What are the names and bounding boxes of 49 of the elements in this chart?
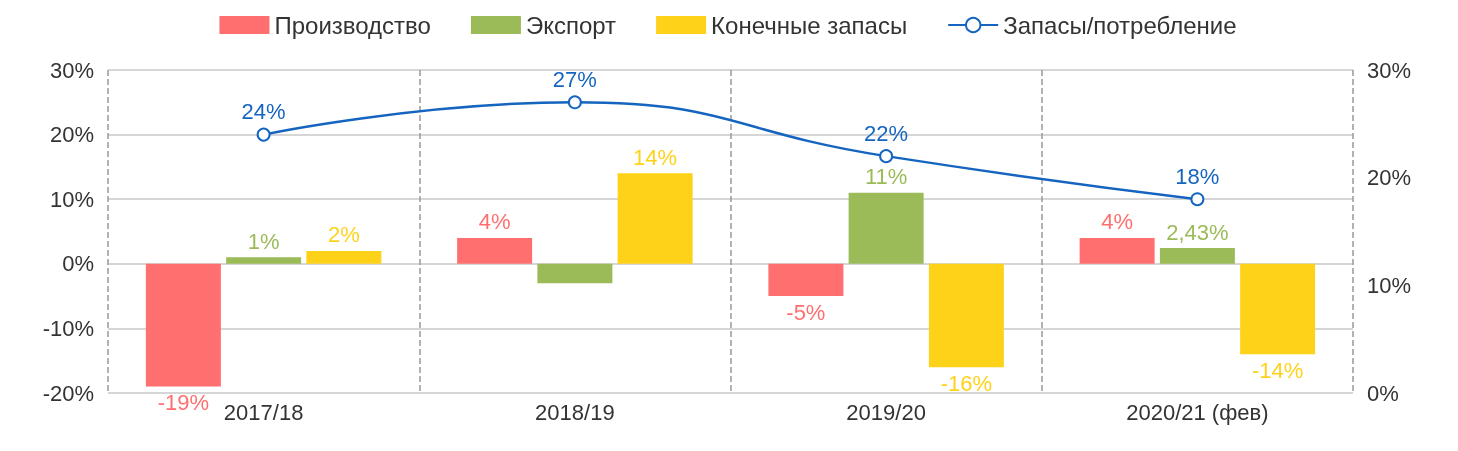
- legend-label: Производство: [274, 11, 431, 39]
- point: [879, 149, 894, 164]
- data-label: 2,43%: [1166, 219, 1229, 245]
- y-tick-label: -20%: [42, 380, 94, 406]
- legend-label: Запасы/потребление: [1003, 11, 1237, 39]
- bar: [928, 263, 1004, 368]
- data-label: 27%: [552, 66, 597, 92]
- data-label: 1%: [247, 228, 280, 254]
- y2-tick-label: 10%: [1367, 272, 1412, 298]
- y2-tick-label: 30%: [1367, 57, 1412, 83]
- bar: [226, 257, 302, 264]
- y-tick-label: 30%: [49, 57, 94, 83]
- data-label: -14%: [1251, 357, 1304, 383]
- point: [1190, 192, 1205, 207]
- y-tick-label: 0%: [62, 251, 94, 277]
- data-label: 4%: [1101, 209, 1134, 235]
- y-tick-label: -10%: [42, 315, 94, 341]
- x-tick-label: 2020/21 (фев): [1126, 399, 1269, 425]
- data-label: 2%: [327, 222, 360, 248]
- data-label: -19%: [157, 390, 210, 416]
- y2-tick-label: 20%: [1367, 165, 1412, 191]
- bar: [1159, 248, 1235, 264]
- x-tick-label: 2019/20: [846, 399, 926, 425]
- bar: [145, 263, 221, 387]
- bar: [1079, 237, 1155, 264]
- data-label: 18%: [1175, 163, 1220, 189]
- bar: [768, 263, 844, 297]
- bar: [537, 263, 613, 284]
- legend-label: Конечные запасы: [711, 11, 908, 39]
- bar: [457, 237, 533, 264]
- x-tick-label: 2017/18: [223, 399, 304, 425]
- data-label: 11%: [864, 164, 908, 190]
- point: [256, 127, 271, 142]
- bar: [848, 192, 924, 264]
- data-label: 24%: [241, 99, 286, 125]
- data-label: -16%: [940, 370, 993, 396]
- x-tick-label: 2018/19: [535, 399, 615, 425]
- data-label: -5%: [786, 299, 826, 325]
- legend-label: Экспорт: [525, 11, 617, 39]
- point: [567, 95, 582, 110]
- bar: [306, 250, 382, 264]
- y-tick-label: 10%: [49, 186, 94, 212]
- data-label: 4%: [478, 209, 511, 235]
- y-tick-label: 20%: [49, 122, 94, 148]
- y2-tick-label: 0%: [1367, 380, 1399, 406]
- data-label: 14%: [633, 144, 678, 170]
- bar: [1240, 263, 1316, 355]
- data-label: 22%: [864, 120, 909, 146]
- bar: [617, 173, 693, 264]
